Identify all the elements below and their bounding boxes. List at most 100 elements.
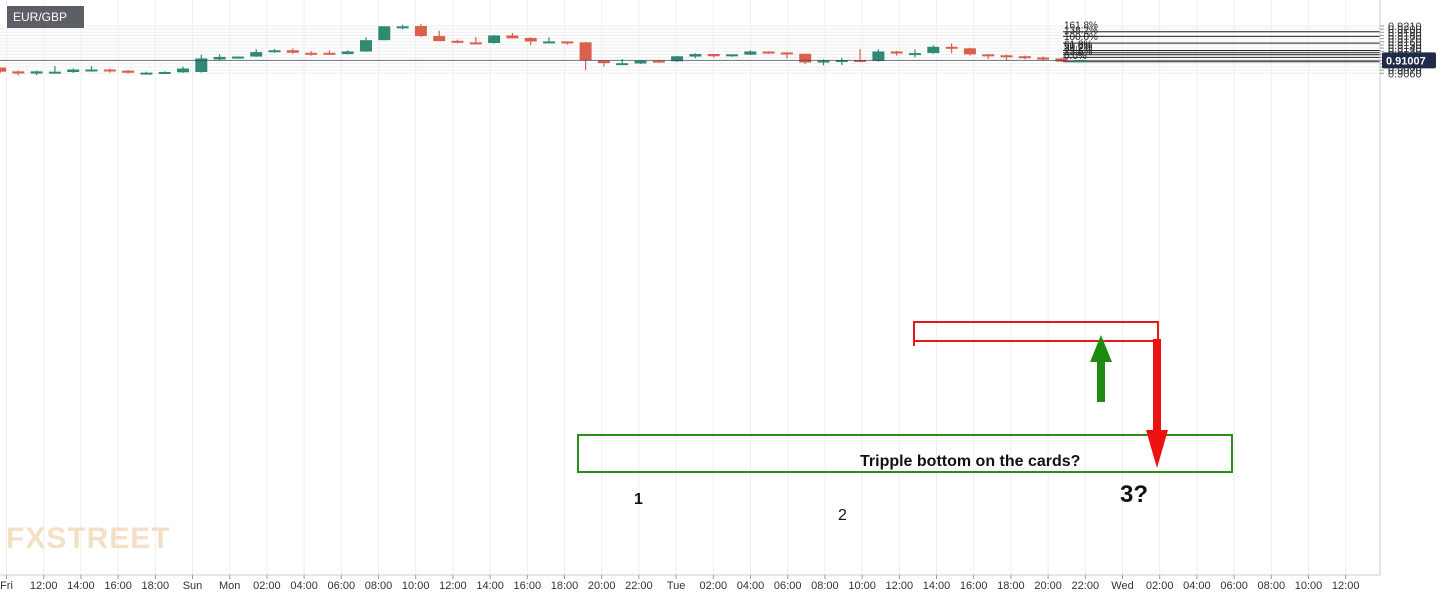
grid-lines bbox=[0, 0, 1380, 575]
candle bbox=[982, 53, 995, 59]
candle bbox=[579, 42, 592, 71]
candle bbox=[835, 58, 848, 66]
x-tick-label: 22:00 bbox=[1072, 580, 1100, 592]
x-tick-label: 08:00 bbox=[1258, 580, 1286, 592]
x-tick-label: Fri bbox=[0, 580, 13, 592]
label-2: 2 bbox=[838, 507, 847, 524]
fib-label: 50.0% bbox=[1064, 42, 1092, 53]
candle bbox=[890, 50, 903, 56]
x-tick-label: Sun bbox=[183, 580, 203, 592]
price-axis: 0.90600.90700.90800.90900.91000.91100.91… bbox=[1379, 0, 1422, 575]
x-tick-label: 04:00 bbox=[737, 580, 765, 592]
candle bbox=[103, 68, 116, 73]
candle bbox=[195, 54, 208, 73]
candle bbox=[524, 37, 537, 46]
candle bbox=[122, 70, 135, 74]
x-tick-label: 14:00 bbox=[476, 580, 504, 592]
candle bbox=[305, 51, 318, 56]
candle bbox=[414, 23, 427, 38]
x-tick-label: 16:00 bbox=[514, 580, 542, 592]
candle bbox=[1018, 55, 1031, 60]
candle bbox=[433, 30, 446, 42]
x-tick-label: 02:00 bbox=[700, 580, 728, 592]
y-tick-label: 0.9140 bbox=[1388, 43, 1422, 55]
fib-label: 138.2% bbox=[1064, 25, 1098, 36]
green-box-text: Tripple bottom on the cards? bbox=[860, 453, 1080, 470]
x-tick-label: 18:00 bbox=[997, 580, 1025, 592]
fib-label: 23.6% bbox=[1064, 46, 1092, 57]
red-resistance-box bbox=[913, 321, 1159, 342]
x-tick-label: 02:00 bbox=[1146, 580, 1174, 592]
label-3: 3? bbox=[1120, 481, 1148, 508]
x-tick-label: Mon bbox=[219, 580, 240, 592]
x-tick-label: 06:00 bbox=[774, 580, 802, 592]
x-tick-label: 04:00 bbox=[1183, 580, 1211, 592]
candle bbox=[469, 37, 482, 45]
fib-level: 38.2% bbox=[1063, 44, 1380, 56]
x-tick-label: Wed bbox=[1111, 580, 1133, 592]
candle bbox=[67, 68, 80, 73]
candle bbox=[213, 54, 226, 61]
candle bbox=[1037, 56, 1050, 61]
candle bbox=[323, 50, 336, 55]
fib-level: 50.0% bbox=[1063, 42, 1380, 54]
x-tick-label: 10:00 bbox=[1295, 580, 1323, 592]
candle bbox=[963, 47, 976, 56]
x-tick-label: 06:00 bbox=[1220, 580, 1248, 592]
x-tick-label: 12:00 bbox=[1332, 580, 1360, 592]
candle bbox=[744, 50, 757, 55]
x-tick-label: 20:00 bbox=[588, 580, 616, 592]
fib-label: 61.8% bbox=[1064, 39, 1092, 50]
candle bbox=[634, 60, 647, 65]
x-tick-label: 08:00 bbox=[365, 580, 393, 592]
red-down-arrow bbox=[1146, 339, 1168, 468]
candle bbox=[506, 32, 519, 39]
x-tick-label: 08:00 bbox=[811, 580, 839, 592]
last-price: 0.91007 bbox=[1386, 55, 1426, 67]
candle bbox=[48, 66, 61, 74]
annotations: Tripple bottom on the cards? 1 2 3? bbox=[577, 321, 1233, 524]
x-tick-label: 14:00 bbox=[923, 580, 951, 592]
candle bbox=[799, 53, 812, 65]
x-tick-label: 16:00 bbox=[960, 580, 988, 592]
x-tick-label: 02:00 bbox=[253, 580, 281, 592]
candle bbox=[597, 60, 610, 67]
candle bbox=[909, 49, 921, 58]
fib-level: 161.8% bbox=[1063, 21, 1380, 33]
last-price-tag: 0.91007 bbox=[1382, 52, 1436, 69]
x-tick-label: 12:00 bbox=[30, 580, 58, 592]
green-up-arrow bbox=[1090, 335, 1112, 402]
x-tick-label: 12:00 bbox=[886, 580, 914, 592]
candle bbox=[286, 48, 299, 54]
x-tick-label: 10:00 bbox=[402, 580, 430, 592]
candle bbox=[140, 71, 153, 75]
candle bbox=[12, 70, 25, 76]
candle bbox=[396, 24, 409, 30]
fib-level: 0.0% bbox=[1063, 51, 1380, 63]
candle bbox=[945, 43, 958, 54]
candle bbox=[707, 54, 720, 58]
y-tick-label: 0.9160 bbox=[1388, 37, 1422, 49]
x-tick-label: 04:00 bbox=[290, 580, 318, 592]
x-tick-label: 06:00 bbox=[328, 580, 356, 592]
candle bbox=[177, 66, 189, 73]
candle bbox=[780, 52, 793, 59]
x-tick-label: 16:00 bbox=[104, 580, 132, 592]
fib-level: 138.2% bbox=[1063, 25, 1380, 37]
y-tick-label: 0.9200 bbox=[1388, 24, 1422, 36]
candle bbox=[726, 54, 738, 57]
candle bbox=[543, 37, 555, 44]
y-tick-label: 0.9060 bbox=[1388, 68, 1422, 80]
candle bbox=[488, 34, 501, 44]
fib-label: 161.8% bbox=[1064, 21, 1098, 32]
fib-level: 23.6% bbox=[1063, 46, 1380, 58]
candle bbox=[250, 49, 263, 57]
fib-level: 100.0% bbox=[1063, 32, 1380, 44]
candle bbox=[378, 26, 391, 41]
candles bbox=[0, 23, 1086, 76]
x-tick-label: 22:00 bbox=[625, 580, 653, 592]
y-tick-label: 0.9190 bbox=[1388, 27, 1422, 39]
candle bbox=[30, 70, 43, 76]
fibonacci-levels: 161.8%138.2%100.0%61.8%50.0%38.2%23.6%0.… bbox=[1063, 21, 1380, 63]
